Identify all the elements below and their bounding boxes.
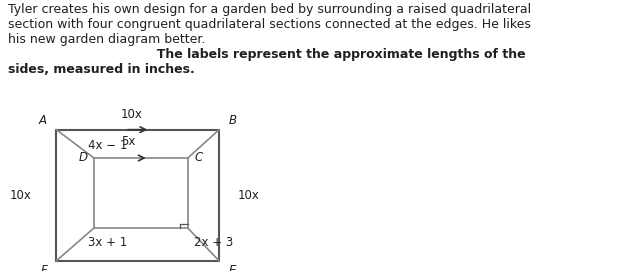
Text: The labels represent the approximate lengths of the
sides, measured in inches.: The labels represent the approximate len… — [8, 3, 526, 76]
Text: B: B — [228, 114, 237, 127]
Text: 10x: 10x — [238, 189, 260, 202]
Text: 5x: 5x — [121, 135, 135, 147]
Text: Tyler creates his own design for a garden bed by surrounding a raised quadrilate: Tyler creates his own design for a garde… — [8, 3, 531, 46]
Text: 4x − 1: 4x − 1 — [88, 139, 127, 152]
Text: A: A — [39, 114, 47, 127]
Text: F: F — [40, 264, 47, 271]
Text: C: C — [194, 151, 202, 164]
Text: 10x: 10x — [9, 189, 31, 202]
Text: E: E — [228, 264, 236, 271]
Text: 3x + 1: 3x + 1 — [88, 237, 127, 249]
Text: 10x: 10x — [121, 108, 142, 121]
Text: D: D — [79, 151, 88, 164]
Text: 2x + 3: 2x + 3 — [194, 237, 233, 249]
